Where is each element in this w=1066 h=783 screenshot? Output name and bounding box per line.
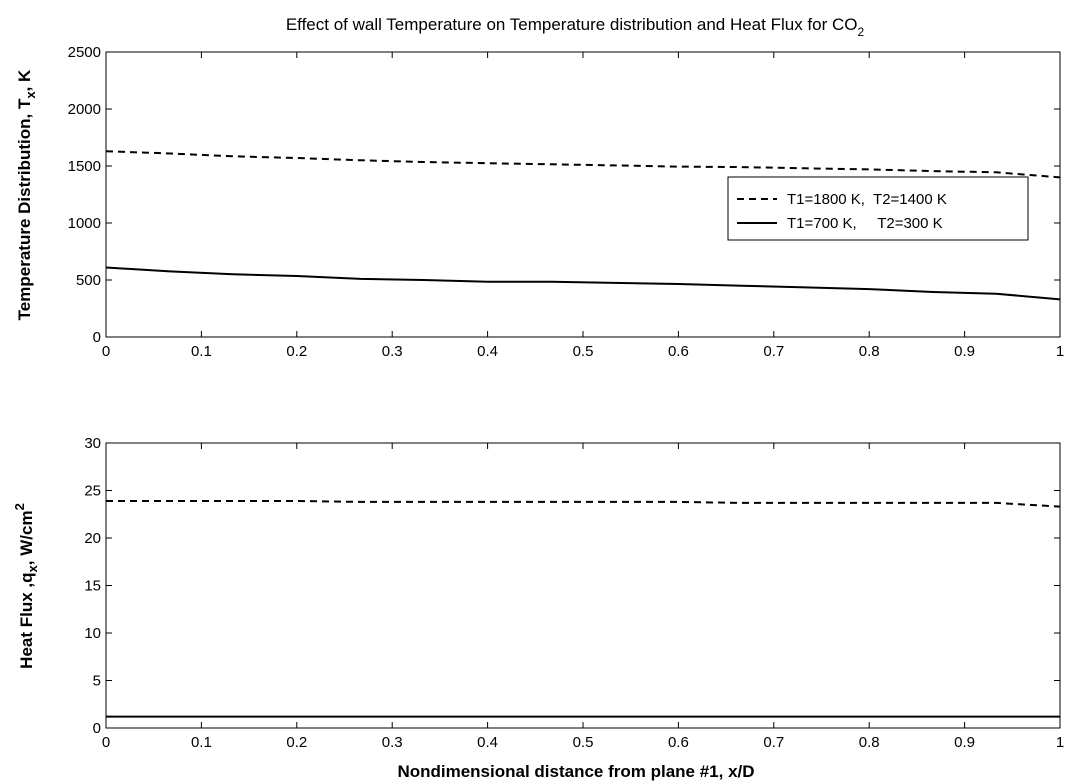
temperature-x-tick-label: 0.8 <box>859 343 880 360</box>
legend-entry-solid: T1=700 K, T2=300 K <box>787 215 943 232</box>
temperature-series-solid-line <box>105 266 1061 301</box>
temperature-y-tick-label: 500 <box>76 272 101 289</box>
temperature-x-tick-label: 1 <box>1056 343 1064 360</box>
temperature-y-tick-label: 2000 <box>68 101 101 118</box>
heat-flux-y-tick-label: 10 <box>84 625 101 642</box>
heat-flux-x-tick-label: 0.8 <box>859 734 880 751</box>
chart-title: Effect of wall Temperature on Temperatur… <box>286 15 865 39</box>
heat-flux-y-tick-label: 15 <box>84 578 101 595</box>
heat-flux-x-tick-label: 0.6 <box>668 734 689 751</box>
heat-flux-x-tick-label: 0.9 <box>954 734 975 751</box>
temperature-plot: 0 0.1 0.2 0.3 0.4 0.5 0.6 0.7 0.8 0.9 1 0 500 1000 150… <box>15 44 1064 360</box>
heat-flux-y-tick-label: 25 <box>84 483 101 500</box>
temperature-y-tick-label: 1000 <box>68 215 101 232</box>
heat-flux-x-tick-label: 0 <box>102 734 110 751</box>
heat-flux-x-tick-label: 0.1 <box>191 734 212 751</box>
heat-flux-x-tick-label: 0.2 <box>286 734 307 751</box>
heat-flux-y-tick-label: 5 <box>93 673 101 690</box>
temperature-x-tick-label: 0.5 <box>573 343 594 360</box>
temperature-x-tick-label: 0 <box>102 343 110 360</box>
heat-flux-x-tick-label: 0.5 <box>573 734 594 751</box>
heat-flux-y-tick-label: 0 <box>93 720 101 737</box>
heat-flux-y-tick-label: 30 <box>84 435 101 452</box>
temperature-x-tick-label: 0.3 <box>382 343 403 360</box>
temperature-y-tick-label: 2500 <box>68 44 101 61</box>
temperature-axis-ticks: 0 0.1 0.2 0.3 0.4 0.5 0.6 0.7 0.8 0.9 1 0 500 1000 150… <box>68 44 1065 360</box>
temperature-x-tick-label: 0.7 <box>763 343 784 360</box>
heat-flux-y-tick-label: 20 <box>84 530 101 547</box>
heat-flux-x-tick-label: 0.3 <box>382 734 403 751</box>
legend-entry-dashed: T1=1800 K, T2=1400 K <box>787 191 947 208</box>
temperature-y-tick-label: 0 <box>93 329 101 346</box>
temperature-x-tick-label: 0.1 <box>191 343 212 360</box>
temperature-x-tick-label: 0.6 <box>668 343 689 360</box>
temperature-y-axis-title: Temperature Distribution, Tx, K <box>15 69 38 320</box>
x-axis-title: Nondimensional distance from plane #1, x… <box>397 762 754 781</box>
heat-flux-x-tick-label: 1 <box>1056 734 1064 751</box>
heat-flux-y-axis-title: Heat Flux ,qx, W/cm2 <box>12 503 40 669</box>
heat-flux-axis-ticks: 0 0.1 0.2 0.3 0.4 0.5 0.6 0.7 0.8 0.9 105101520253… <box>84 435 1064 751</box>
temperature-x-tick-label: 0.4 <box>477 343 498 360</box>
temperature-series-lines <box>105 150 1061 301</box>
temperature-y-tick-label: 1500 <box>68 158 101 175</box>
temperature-series-dashed-line <box>105 150 1061 179</box>
temperature-x-tick-label: 0.2 <box>286 343 307 360</box>
legend-box <box>727 176 1029 241</box>
heat-flux-x-tick-label: 0.7 <box>763 734 784 751</box>
heat-flux-plot: 0 0.1 0.2 0.3 0.4 0.5 0.6 0.7 0.8 0.9 105101520253… <box>12 435 1064 781</box>
heat-flux-series-lines <box>106 500 1061 718</box>
heat-flux-x-tick-label: 0.4 <box>477 734 498 751</box>
legend: T1=1800 K, T2=1400 K T1=700 K, T2=300 K <box>727 176 1029 241</box>
heat-flux-series-dashed-line <box>106 500 1061 508</box>
temperature-x-tick-label: 0.9 <box>954 343 975 360</box>
